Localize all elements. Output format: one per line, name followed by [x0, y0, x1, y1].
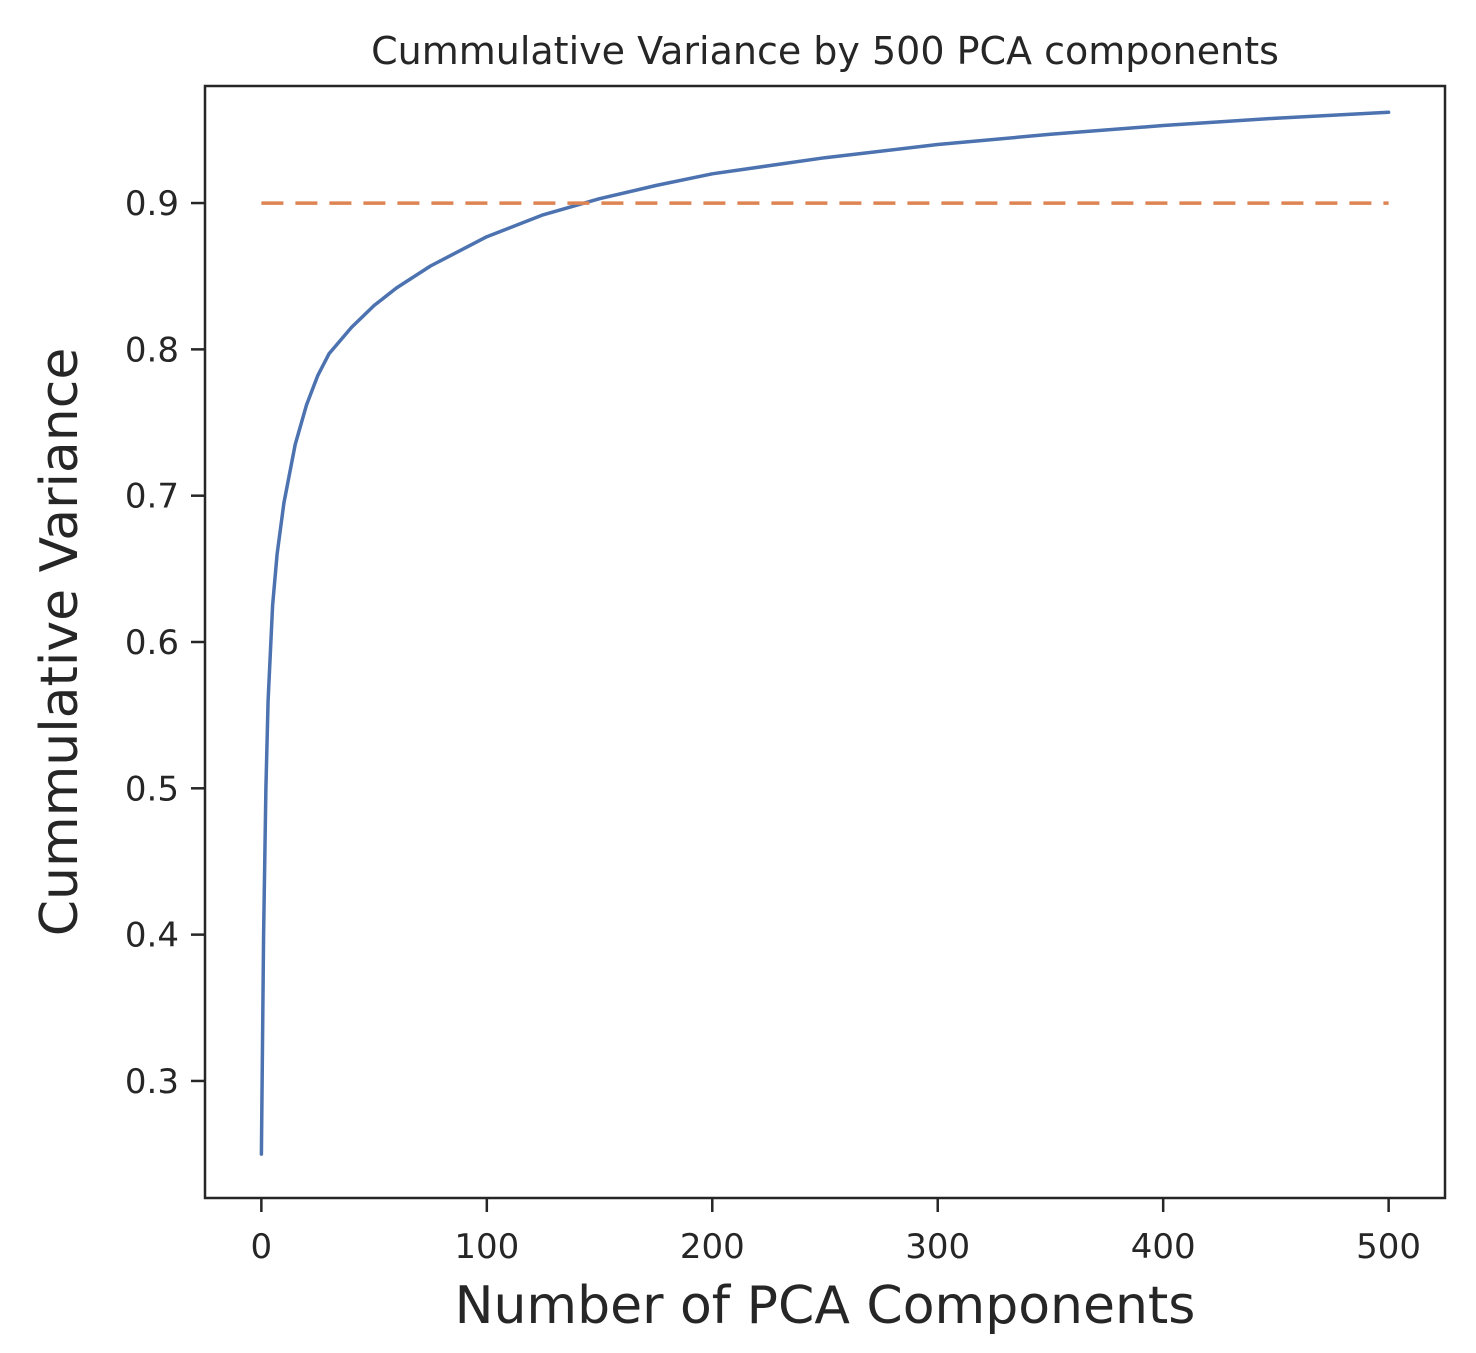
y-tick-label: 0.7 — [125, 477, 179, 517]
x-tick-label: 100 — [454, 1227, 519, 1267]
y-tick-label: 0.9 — [125, 184, 179, 224]
x-tick-label: 0 — [251, 1227, 273, 1267]
y-tick-label: 0.6 — [125, 623, 179, 663]
y-tick-label: 0.4 — [125, 916, 179, 956]
x-tick-label: 300 — [905, 1227, 970, 1267]
cumulative-variance-line — [259, 110, 1391, 1156]
x-tick-label: 200 — [680, 1227, 745, 1267]
x-axis-ticks: 0 100 200 300 400 500 — [251, 1198, 1421, 1267]
y-tick-label: 0.8 — [125, 330, 179, 370]
x-tick-label: 400 — [1131, 1227, 1196, 1267]
plot-area-frame — [203, 84, 1447, 1200]
series-layer — [259, 110, 1391, 1156]
chart-title: Cummulative Variance by 500 PCA componen… — [371, 29, 1279, 73]
y-axis-ticks: 0.3 0.4 0.5 0.6 0.7 0.8 0.9 — [125, 184, 205, 1102]
x-axis-label: Number of PCA Components — [455, 1276, 1196, 1336]
y-tick-label: 0.5 — [125, 769, 179, 809]
y-tick-label: 0.3 — [125, 1062, 179, 1102]
y-axis-label: Cummulative Variance — [30, 348, 90, 937]
x-tick-label: 500 — [1356, 1227, 1421, 1267]
